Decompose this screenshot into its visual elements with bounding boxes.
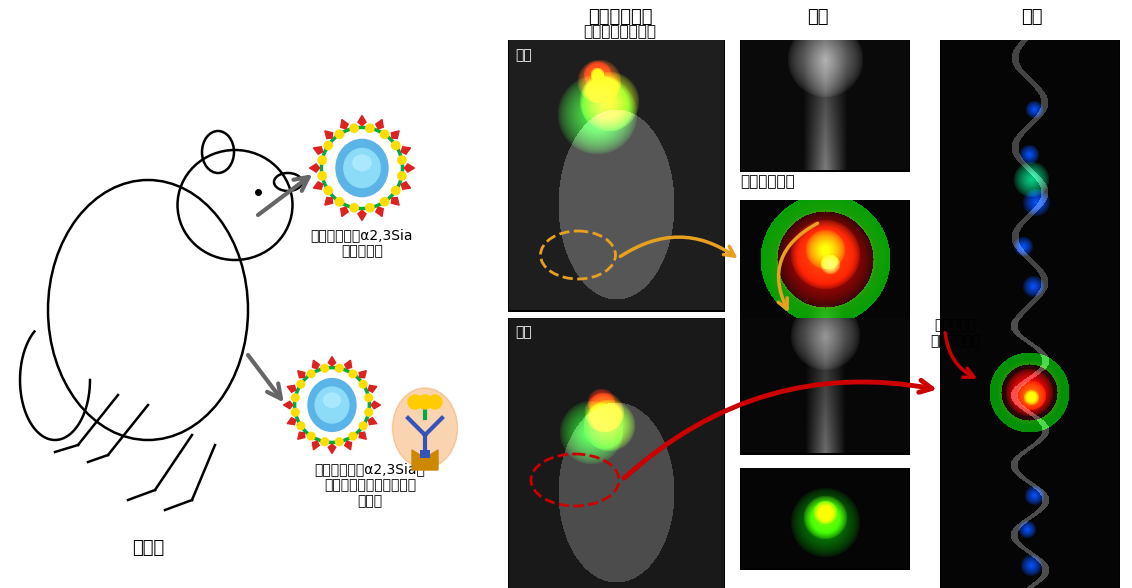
Polygon shape <box>312 360 319 369</box>
Circle shape <box>335 130 344 138</box>
Circle shape <box>365 394 372 402</box>
Polygon shape <box>358 115 366 126</box>
Polygon shape <box>288 385 295 392</box>
Circle shape <box>318 172 326 180</box>
Circle shape <box>359 422 367 430</box>
Circle shape <box>408 395 422 409</box>
Ellipse shape <box>308 379 355 432</box>
Polygon shape <box>401 182 411 189</box>
Circle shape <box>380 130 388 138</box>
Circle shape <box>397 172 406 180</box>
Polygon shape <box>359 370 367 377</box>
Circle shape <box>380 198 388 206</box>
Polygon shape <box>368 417 377 425</box>
Polygon shape <box>314 182 323 189</box>
Circle shape <box>366 124 374 132</box>
Polygon shape <box>368 385 377 392</box>
Text: アルブミン－α2,3Siaと
糖鎖付け替え試薬を連続
で投与: アルブミン－α2,3Siaと 糖鎖付け替え試薬を連続 で投与 <box>315 462 426 509</box>
Text: 腸管: 腸管 <box>1021 8 1043 26</box>
Polygon shape <box>298 370 305 377</box>
Circle shape <box>335 365 343 372</box>
Ellipse shape <box>336 139 388 196</box>
Bar <box>740 200 910 357</box>
Polygon shape <box>376 207 384 216</box>
Ellipse shape <box>393 388 457 468</box>
Circle shape <box>349 370 357 377</box>
Circle shape <box>297 380 305 388</box>
Circle shape <box>349 432 357 440</box>
Polygon shape <box>314 147 323 154</box>
Bar <box>940 318 1120 588</box>
Circle shape <box>308 432 315 440</box>
Polygon shape <box>283 401 293 409</box>
Polygon shape <box>404 164 414 172</box>
Bar <box>508 318 724 588</box>
Text: 膀胱: 膀胱 <box>515 48 532 62</box>
Text: マウスの全身: マウスの全身 <box>588 8 652 26</box>
Circle shape <box>291 394 299 402</box>
Polygon shape <box>288 417 295 425</box>
Circle shape <box>428 395 441 409</box>
Polygon shape <box>345 360 352 369</box>
Polygon shape <box>309 164 319 172</box>
Polygon shape <box>328 356 336 366</box>
Text: 腸管: 腸管 <box>515 325 532 339</box>
Circle shape <box>366 203 374 212</box>
Circle shape <box>320 438 328 446</box>
Circle shape <box>297 422 305 430</box>
Polygon shape <box>376 119 384 129</box>
Bar <box>420 450 430 458</box>
Circle shape <box>291 409 299 416</box>
Bar <box>940 40 1120 397</box>
Polygon shape <box>312 441 319 450</box>
Circle shape <box>308 370 315 377</box>
Circle shape <box>318 156 326 164</box>
Polygon shape <box>325 198 333 205</box>
Ellipse shape <box>324 393 341 407</box>
Polygon shape <box>392 198 400 205</box>
Polygon shape <box>358 211 366 220</box>
Circle shape <box>324 186 333 195</box>
Circle shape <box>397 156 406 164</box>
Ellipse shape <box>353 155 371 171</box>
Circle shape <box>418 395 432 409</box>
Polygon shape <box>328 444 336 453</box>
Text: 腸へと移動
（便排せつ）: 腸へと移動 （便排せつ） <box>931 318 980 348</box>
Circle shape <box>359 380 367 388</box>
Ellipse shape <box>315 387 349 423</box>
Text: 膀胱: 膀胱 <box>807 8 829 26</box>
Ellipse shape <box>344 149 380 188</box>
Polygon shape <box>392 131 400 139</box>
Bar <box>740 40 910 172</box>
Circle shape <box>365 409 372 416</box>
Circle shape <box>350 203 358 212</box>
Polygon shape <box>325 131 333 139</box>
Polygon shape <box>345 441 352 450</box>
Circle shape <box>335 438 343 446</box>
Polygon shape <box>298 432 305 439</box>
Polygon shape <box>412 450 438 470</box>
Text: （投与３時間後）: （投与３時間後） <box>583 24 657 39</box>
Polygon shape <box>401 147 411 154</box>
Bar <box>508 40 724 312</box>
Circle shape <box>335 198 344 206</box>
Polygon shape <box>359 432 367 439</box>
Text: マウス: マウス <box>131 539 164 557</box>
Circle shape <box>324 141 333 149</box>
Circle shape <box>392 186 400 195</box>
Polygon shape <box>371 401 380 409</box>
Circle shape <box>350 124 358 132</box>
Circle shape <box>392 141 400 149</box>
Polygon shape <box>341 207 349 216</box>
Circle shape <box>320 365 328 372</box>
Bar <box>740 318 910 455</box>
Polygon shape <box>341 119 349 129</box>
Text: アルブミン－α2,3Sia
のみを投与: アルブミン－α2,3Sia のみを投与 <box>311 228 413 258</box>
Text: 尿から排せつ: 尿から排せつ <box>740 174 795 189</box>
Bar <box>740 468 910 570</box>
